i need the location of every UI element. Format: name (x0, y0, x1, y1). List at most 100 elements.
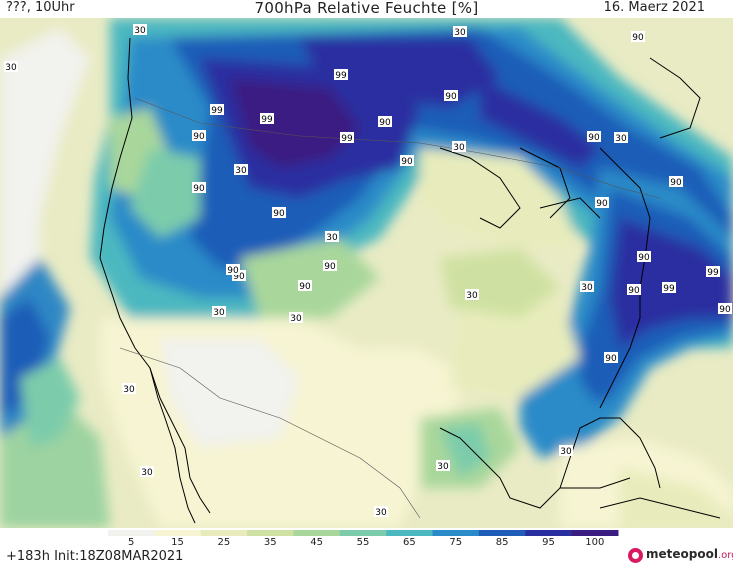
svg-text:99: 99 (341, 134, 353, 144)
colorbar-tick-label: 95 (542, 537, 555, 546)
map-label: 90 (595, 197, 609, 209)
colorbar-tick-label: 75 (449, 537, 462, 546)
map-label: 99 (210, 104, 224, 116)
colorbar: 5 15 25 35 45 55 65 75 85 95 100 (108, 530, 619, 546)
svg-text:90: 90 (605, 354, 617, 364)
map-label: 30 (580, 281, 594, 293)
colorbar-tick-label: 65 (403, 537, 416, 546)
map-label: 90 (631, 31, 645, 43)
svg-text:30: 30 (615, 134, 627, 144)
map-label: 30 (559, 445, 573, 457)
borders (119, 97, 661, 519)
map-label: 30 (465, 289, 479, 301)
colorbar-segment (247, 530, 294, 536)
map-label: 90 (378, 116, 392, 128)
svg-text:90: 90 (670, 178, 682, 188)
colorbar-tick-label: 45 (310, 537, 323, 546)
map-label: 30 (133, 24, 147, 36)
map-label: 30 (289, 312, 303, 324)
svg-text:90: 90 (227, 266, 239, 276)
colorbar-tick-label: 100 (585, 537, 604, 546)
svg-text:30: 30 (123, 385, 135, 395)
logo-suffix: .org (717, 550, 733, 561)
coastlines (99, 37, 721, 524)
colorbar-tick-label: 15 (171, 537, 184, 546)
svg-text:99: 99 (663, 284, 675, 294)
svg-text:90: 90 (638, 253, 650, 263)
svg-text:90: 90 (588, 133, 600, 143)
map-label: 90 (627, 284, 641, 296)
svg-text:90: 90 (596, 199, 608, 209)
forecast-time-label: ???, 10Uhr (6, 0, 75, 15)
map-label: 99 (334, 69, 348, 81)
map-label: 30 (212, 306, 226, 318)
svg-text:30: 30 (134, 26, 146, 36)
colorbar-segment (525, 530, 573, 536)
svg-text:99: 99 (707, 268, 719, 278)
humidity-map-svg: 30 90 30 30 99 99 99 90 90 99 90 90 30 3… (0, 18, 733, 528)
map-label: 30 (234, 164, 248, 176)
colorbar-tick-label: 5 (128, 537, 134, 546)
map-label: 90 (444, 90, 458, 102)
svg-text:99: 99 (211, 106, 223, 116)
svg-text:30: 30 (141, 468, 153, 478)
map-label: 30 (436, 460, 450, 472)
map-label: 90 (192, 182, 206, 194)
colorbar-segment (386, 530, 434, 536)
svg-text:30: 30 (375, 508, 387, 518)
svg-text:90: 90 (632, 33, 644, 43)
map-label: 30 (122, 383, 136, 395)
colorbar-segment (293, 530, 341, 536)
map-value-labels: 30 90 30 30 99 99 99 90 90 99 90 90 30 3… (4, 24, 732, 518)
svg-text:90: 90 (273, 209, 285, 219)
svg-text:30: 30 (235, 166, 247, 176)
svg-text:90: 90 (401, 157, 413, 167)
svg-text:30: 30 (466, 291, 478, 301)
map-label: 90 (637, 251, 651, 263)
svg-text:30: 30 (454, 28, 466, 38)
svg-text:90: 90 (719, 305, 731, 315)
footer: 5 15 25 35 45 55 65 75 85 95 100 +183h Init:18Z08M… (0, 528, 733, 566)
map-label: 99 (662, 282, 676, 294)
map-label: 30 (452, 141, 466, 153)
colorbar-segment (571, 530, 619, 536)
map-label: 90 (323, 260, 337, 272)
map-label: 90 (272, 207, 286, 219)
map-label: 90 (298, 280, 312, 292)
svg-text:99: 99 (335, 71, 347, 81)
svg-text:30: 30 (5, 63, 17, 73)
map-label: 90 (604, 352, 618, 364)
colorbar-tick-label: 85 (496, 537, 509, 546)
svg-text:30: 30 (326, 233, 338, 243)
map-label: 30 (453, 26, 467, 38)
meteopool-logo-icon (628, 548, 643, 563)
map-label: 90 (226, 264, 240, 276)
svg-text:30: 30 (437, 462, 449, 472)
colorbar-segment (154, 530, 202, 536)
colorbar-tick-label: 25 (218, 537, 231, 546)
map-title: 700hPa Relative Feuchte [%] (254, 0, 479, 17)
map-label: 90 (192, 130, 206, 142)
svg-text:30: 30 (213, 308, 225, 318)
header: ???, 10Uhr 700hPa Relative Feuchte [%] 1… (0, 0, 733, 18)
map-label: 99 (340, 132, 354, 144)
colorbar-segment (108, 530, 155, 536)
map-label: 99 (260, 113, 274, 125)
colorbar-tick-label: 55 (357, 537, 370, 546)
map-label: 90 (587, 131, 601, 143)
svg-text:30: 30 (581, 283, 593, 293)
humidity-fields (0, 18, 733, 528)
map-label: 99 (706, 266, 720, 278)
svg-text:90: 90 (299, 282, 311, 292)
weather-map: 30 90 30 30 99 99 99 90 90 99 90 90 30 3… (0, 18, 733, 528)
colorbar-segment (339, 530, 387, 536)
svg-text:90: 90 (324, 262, 336, 272)
colorbar-segment (478, 530, 526, 536)
map-label: 30 (4, 61, 18, 73)
forecast-date: 16. Maerz 2021 (603, 0, 705, 15)
map-label: 30 (614, 132, 628, 144)
map-label: 90 (232, 270, 246, 282)
svg-text:99: 99 (261, 115, 273, 125)
svg-text:90: 90 (445, 92, 457, 102)
colorbar-segment (200, 530, 248, 536)
